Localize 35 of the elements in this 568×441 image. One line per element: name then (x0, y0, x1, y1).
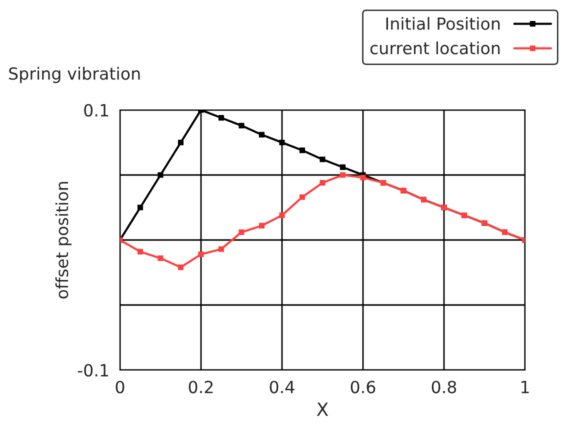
point (299, 194, 306, 200)
y-tick-label: -0.1 (78, 364, 108, 377)
point (340, 164, 346, 170)
point (299, 148, 306, 154)
y-tick-label: 0.1 (84, 104, 108, 117)
y-axis-title: offset position (55, 182, 72, 298)
point (198, 252, 204, 258)
legend-label: Initial Position (386, 17, 500, 30)
point (178, 140, 184, 146)
point (137, 248, 144, 254)
x-tick-label: 0.8 (432, 380, 456, 394)
point (158, 255, 164, 261)
x-tick-label: 0.2 (188, 380, 213, 394)
point (320, 156, 326, 162)
point (218, 246, 224, 252)
legend-label: current location (370, 41, 500, 54)
x-tick-label: 0.6 (350, 380, 376, 394)
point (360, 174, 366, 180)
point (258, 132, 265, 138)
point (279, 212, 285, 218)
x-axis-title: X (316, 402, 328, 416)
point (238, 122, 244, 128)
point (279, 140, 285, 146)
point (137, 204, 144, 210)
point (340, 172, 346, 178)
point (158, 172, 164, 178)
x-tick-label: 0 (116, 380, 124, 394)
point (258, 222, 265, 228)
point (218, 115, 224, 121)
point (178, 264, 184, 270)
x-tick-label: 0.4 (270, 380, 294, 394)
point (238, 229, 244, 235)
x-tick-label: 1 (522, 380, 529, 394)
point (320, 180, 326, 186)
chart-title: Spring vibration (9, 66, 140, 84)
